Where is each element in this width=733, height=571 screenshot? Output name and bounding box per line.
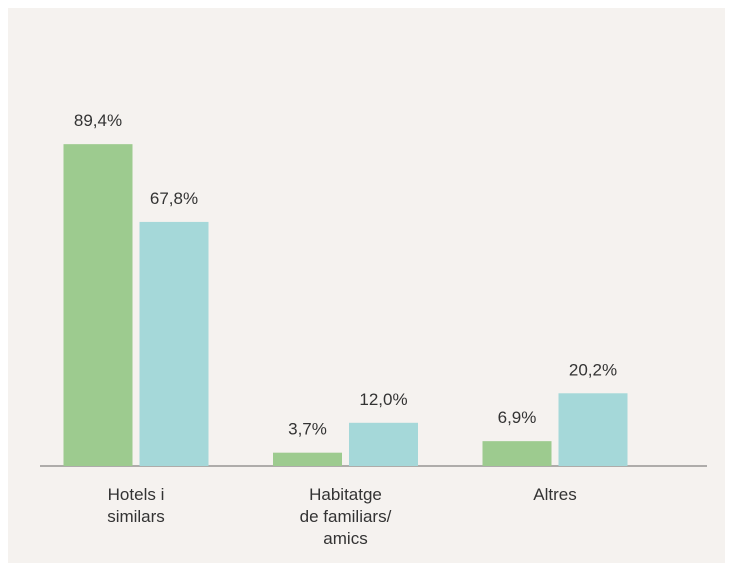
data-label: 3,7% — [288, 420, 327, 439]
bar — [482, 441, 552, 466]
x-tick-label: Altres — [533, 485, 576, 504]
x-tick-label: Habitatge de familiars/amics — [300, 485, 392, 548]
data-label: 12,0% — [359, 390, 407, 409]
data-label: 6,9% — [498, 408, 537, 427]
bar — [63, 144, 133, 466]
bar — [139, 221, 209, 466]
bar — [558, 393, 628, 466]
bar — [273, 452, 342, 466]
data-label: 20,2% — [569, 360, 617, 379]
data-label: 67,8% — [150, 189, 198, 208]
bar — [349, 422, 418, 466]
data-label: 89,4% — [74, 111, 122, 130]
x-tick-label: Hotels i similars — [107, 485, 165, 526]
